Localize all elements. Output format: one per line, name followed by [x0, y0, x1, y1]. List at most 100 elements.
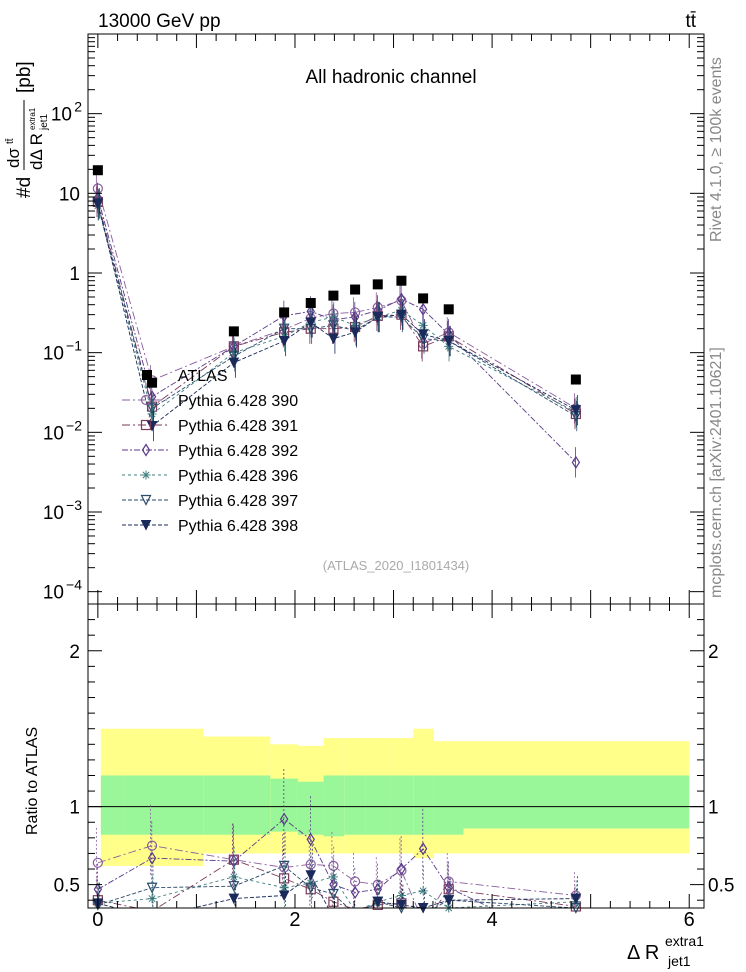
- point-5-6: [349, 327, 361, 338]
- legend-item-1: Pythia 6.428 391: [122, 418, 298, 435]
- ytick-exp-1: −3: [66, 497, 82, 513]
- point-5-0: [92, 198, 104, 209]
- energy-label: 13000 GeV pp: [98, 11, 221, 32]
- inner-band-8: [390, 775, 414, 835]
- ratio-point-2-7: [373, 882, 382, 896]
- process-label: tt̄: [685, 11, 696, 32]
- series-line-1: [97, 201, 577, 415]
- ratio-point-3-1: [147, 894, 157, 904]
- xtick-label-1: 2: [289, 909, 300, 931]
- ratio-point-2-8: [397, 862, 406, 876]
- ratio-point-4-1: [146, 882, 158, 894]
- y-axis-title: #d dσ tt̄ dΔ R jet1 extra1 [pb]: [4, 61, 50, 198]
- inner-band-2: [203, 775, 271, 835]
- ratio-point-5-2: [228, 893, 240, 905]
- ratio-line-1: [97, 859, 576, 908]
- point-5-10: [443, 336, 455, 347]
- ytick-text-4: 1: [69, 264, 80, 285]
- data-point-5: [328, 290, 339, 301]
- y-title-den-sub: jet1: [39, 113, 50, 131]
- y-title-den-sup: extra1: [28, 107, 37, 130]
- point-5-8: [396, 309, 407, 321]
- ratio-axis-title: Ratio to ATLAS: [24, 727, 41, 835]
- legend-item-3: Pythia 6.428 396: [122, 468, 298, 485]
- ratio-point-2-9: [418, 842, 428, 856]
- series-line-3: [97, 205, 577, 415]
- x-axis-title: Δ R jet1 extra1: [627, 933, 704, 969]
- point-5-4: [305, 317, 317, 328]
- point-5-9: [417, 329, 429, 340]
- ratio-frame: [87, 603, 705, 909]
- ratio-point-4-5: [327, 888, 339, 900]
- point-5-11: [570, 405, 582, 416]
- legend-label-0: Pythia 6.428 390: [178, 393, 298, 410]
- ytick-exp-3: −1: [66, 338, 82, 354]
- data-point-6: [350, 284, 361, 295]
- point-4-1: [146, 403, 158, 415]
- inner-band-7: [365, 775, 391, 835]
- point-5-3: [278, 336, 290, 347]
- series-line-5: [97, 203, 577, 427]
- ratio-point-0-0: [92, 857, 103, 868]
- ytick-base-0: 10: [43, 583, 64, 604]
- ratio-point-4-4: [305, 882, 317, 894]
- ytick-label-0: 10 −4: [43, 577, 82, 604]
- legend-item-data: ATLAS: [142, 368, 228, 385]
- ratio-point-2-2: [229, 854, 239, 868]
- xtick-label-0: 0: [92, 909, 103, 931]
- legend-item-2: Pythia 6.428 392: [122, 443, 298, 460]
- ratio-line-4: [97, 865, 576, 908]
- xtick-label-2: 4: [487, 909, 498, 931]
- inner-band-5: [323, 775, 345, 837]
- ratio-point-2-3: [279, 812, 289, 826]
- legend-marker-data: [142, 370, 152, 380]
- point-3-2: [229, 348, 239, 358]
- legend-label-4: Pythia 6.428 397: [178, 493, 298, 510]
- legend-item-0: Pythia 6.428 390: [122, 393, 298, 410]
- x-title-main: Δ R: [627, 942, 659, 964]
- legend-label-5: Pythia 6.428 398: [178, 518, 298, 535]
- ytick-label-4: 1: [69, 264, 80, 285]
- ytick-label-5: 10: [59, 184, 80, 205]
- point-3-5: [328, 312, 338, 322]
- analysis-tag: (ATLAS_2020_I1801434): [323, 558, 469, 573]
- legend-marker-3: [141, 470, 151, 480]
- ytick-label-1: 10 −3: [43, 497, 82, 524]
- inner-band-0: [100, 775, 125, 835]
- ratio-point-3-5: [328, 872, 338, 882]
- series-line-4: [97, 204, 577, 417]
- ytick-exp-2: −2: [66, 417, 82, 433]
- ratio-point-5-3: [278, 890, 290, 902]
- point-5-1: [146, 421, 158, 432]
- ytick-base-3: 10: [43, 344, 64, 365]
- data-point-7: [372, 279, 383, 290]
- ratio-point-3-3: [279, 883, 289, 893]
- ytick-exp-6: 2: [74, 99, 82, 115]
- data-point-3: [279, 307, 290, 318]
- ratio-point-3-2: [229, 872, 239, 882]
- ratio-point-4-3: [278, 860, 290, 872]
- point-5-5: [328, 333, 339, 345]
- ratio-point-5-11: [570, 893, 582, 905]
- rtick-label-r-1: 1: [708, 798, 719, 819]
- ratio-point-2-5: [329, 877, 338, 892]
- ratio-point-5-8: [396, 899, 407, 911]
- series-line-2: [97, 197, 577, 463]
- y-title-den: dΔ R: [27, 133, 46, 170]
- legend-label-2: Pythia 6.428 392: [178, 443, 298, 460]
- rtick-label-l-1: 1: [69, 798, 80, 819]
- ratio-point-4-2: [228, 881, 240, 893]
- mcplots-label: mcplots.cern.ch [arXiv:2401.10621]: [708, 347, 725, 598]
- point-4-5: [327, 320, 339, 332]
- ratio-point-5-4: [305, 870, 317, 881]
- inner-band-6: [344, 775, 366, 835]
- xtick-label-3: 6: [684, 909, 695, 931]
- legend-label-data: ATLAS: [178, 368, 228, 385]
- legend-marker-1: [140, 419, 152, 431]
- ytick-base-2: 10: [43, 423, 64, 444]
- legend-label-1: Pythia 6.428 391: [178, 418, 298, 435]
- legend-label-3: Pythia 6.428 396: [178, 468, 298, 485]
- legend-marker-4: [140, 494, 152, 506]
